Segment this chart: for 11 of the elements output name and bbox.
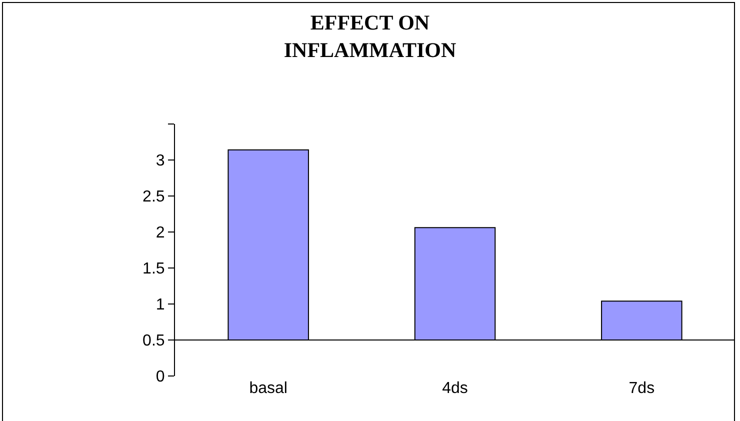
y-tick-label: 2.5: [142, 188, 165, 206]
y-tick-label: 0: [156, 368, 165, 386]
y-tick-label: 1.5: [142, 260, 165, 278]
x-tick-label: 4ds: [442, 380, 468, 397]
y-tick-label: 0.5: [142, 332, 165, 350]
x-tick-label: 7ds: [628, 380, 655, 397]
y-tick-label: 2: [156, 224, 165, 242]
y-tick-label: 1: [156, 296, 165, 314]
x-tick-label: basal: [249, 380, 288, 397]
chart-title: EFFECT ON INFLAMMATION: [284, 10, 456, 62]
y-tick-label: 3: [156, 152, 165, 170]
